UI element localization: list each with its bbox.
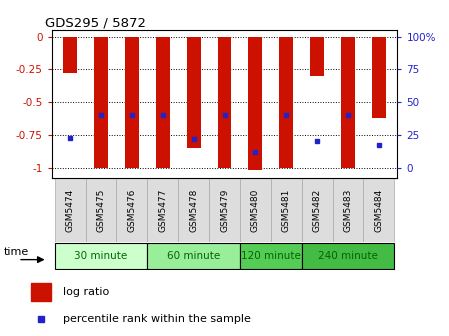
FancyBboxPatch shape bbox=[55, 178, 86, 242]
Text: GSM5477: GSM5477 bbox=[158, 188, 167, 232]
Bar bbox=[125, 37, 139, 168]
Text: percentile rank within the sample: percentile rank within the sample bbox=[63, 314, 251, 324]
FancyBboxPatch shape bbox=[333, 178, 363, 242]
FancyBboxPatch shape bbox=[86, 178, 116, 242]
FancyBboxPatch shape bbox=[147, 243, 240, 269]
FancyBboxPatch shape bbox=[302, 243, 394, 269]
Text: GSM5474: GSM5474 bbox=[66, 188, 75, 232]
Text: 240 minute: 240 minute bbox=[318, 251, 378, 261]
FancyBboxPatch shape bbox=[209, 178, 240, 242]
FancyBboxPatch shape bbox=[363, 178, 394, 242]
Bar bbox=[310, 37, 324, 76]
Text: GSM5481: GSM5481 bbox=[282, 188, 291, 232]
Bar bbox=[279, 37, 293, 168]
Text: GSM5483: GSM5483 bbox=[343, 188, 352, 232]
FancyBboxPatch shape bbox=[271, 178, 302, 242]
Text: GDS295 / 5872: GDS295 / 5872 bbox=[45, 16, 146, 29]
FancyBboxPatch shape bbox=[55, 243, 147, 269]
Text: GSM5480: GSM5480 bbox=[251, 188, 260, 232]
FancyBboxPatch shape bbox=[240, 178, 271, 242]
Bar bbox=[248, 37, 262, 170]
Bar bbox=[63, 37, 77, 73]
Text: 60 minute: 60 minute bbox=[167, 251, 220, 261]
Bar bbox=[341, 37, 355, 168]
Text: time: time bbox=[4, 247, 29, 257]
Text: 30 minute: 30 minute bbox=[75, 251, 128, 261]
Text: 120 minute: 120 minute bbox=[241, 251, 301, 261]
Bar bbox=[31, 283, 51, 301]
Bar bbox=[218, 37, 231, 168]
Bar bbox=[372, 37, 386, 118]
Text: GSM5482: GSM5482 bbox=[313, 188, 321, 232]
Bar bbox=[187, 37, 201, 148]
Bar bbox=[156, 37, 170, 168]
Text: log ratio: log ratio bbox=[63, 287, 109, 297]
FancyBboxPatch shape bbox=[116, 178, 147, 242]
Text: GSM5478: GSM5478 bbox=[189, 188, 198, 232]
Text: GSM5484: GSM5484 bbox=[374, 188, 383, 232]
Bar bbox=[94, 37, 108, 168]
FancyBboxPatch shape bbox=[178, 178, 209, 242]
FancyBboxPatch shape bbox=[302, 178, 333, 242]
FancyBboxPatch shape bbox=[240, 243, 302, 269]
Text: GSM5476: GSM5476 bbox=[128, 188, 136, 232]
Text: GSM5475: GSM5475 bbox=[97, 188, 106, 232]
Text: GSM5479: GSM5479 bbox=[220, 188, 229, 232]
FancyBboxPatch shape bbox=[147, 178, 178, 242]
